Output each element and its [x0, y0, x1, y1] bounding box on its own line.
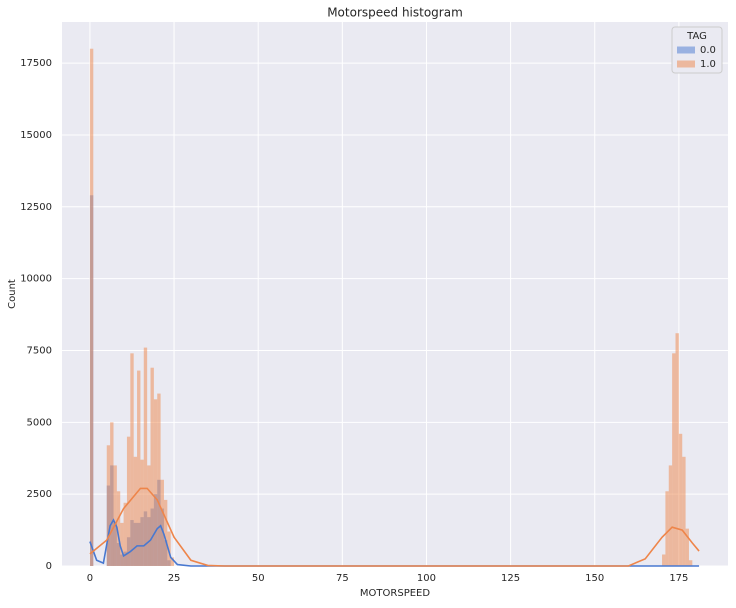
bar	[678, 433, 683, 566]
legend-swatch	[677, 60, 695, 68]
x-tick-label: 125	[501, 573, 520, 584]
bar	[153, 399, 158, 566]
y-tick-label: 7500	[27, 345, 52, 356]
legend-swatch	[677, 46, 695, 54]
bar	[106, 445, 111, 566]
bar	[120, 522, 124, 566]
bar	[662, 554, 666, 566]
x-tick-label: 150	[585, 573, 604, 584]
x-tick-label: 50	[252, 573, 265, 584]
x-tick-label: 0	[87, 573, 93, 584]
bar	[170, 557, 175, 566]
bar	[150, 367, 154, 566]
chart-title: Motorspeed histogram	[327, 6, 463, 20]
bar	[143, 347, 148, 566]
kde-line	[89, 487, 700, 567]
bar	[110, 422, 114, 566]
plot-background	[62, 22, 728, 566]
bar	[685, 528, 689, 566]
bar	[147, 465, 151, 566]
bar	[113, 465, 117, 566]
y-tick-label: 17500	[20, 58, 52, 69]
x-tick-label: 75	[336, 573, 349, 584]
y-tick-label: 2500	[27, 489, 52, 500]
bar	[665, 491, 669, 566]
x-axis-label: MOTORSPEED	[360, 588, 430, 599]
x-tick-label: 100	[417, 573, 436, 584]
x-tick-label: 25	[168, 573, 181, 584]
bar	[688, 560, 693, 566]
kde-lines	[89, 487, 700, 567]
kde-line	[89, 518, 700, 567]
bar	[668, 465, 673, 566]
bar	[137, 370, 141, 566]
legend-label: 1.0	[700, 59, 716, 70]
bar	[682, 456, 686, 566]
legend-title: TAG	[686, 31, 707, 42]
bars	[89, 48, 693, 567]
bar	[89, 48, 94, 567]
bar	[123, 502, 127, 566]
bar	[133, 456, 138, 566]
bar	[672, 353, 676, 566]
legend: TAG 0.0 1.0	[671, 26, 723, 74]
legend-label: 0.0	[700, 45, 716, 56]
y-axis-label: Count	[7, 279, 18, 309]
y-tick-label: 15000	[20, 130, 52, 141]
y-tick-label: 0	[46, 561, 52, 572]
bar	[157, 393, 161, 566]
bar	[130, 353, 134, 566]
bar	[160, 479, 164, 566]
x-tick-label: 175	[669, 573, 688, 584]
bar	[116, 491, 121, 566]
bar	[675, 333, 679, 566]
bar	[167, 531, 171, 566]
y-tick-label: 10000	[20, 274, 52, 285]
y-tick-label: 5000	[27, 417, 52, 428]
y-tick-label: 12500	[20, 202, 52, 213]
bar	[163, 499, 168, 566]
bar	[140, 459, 144, 566]
